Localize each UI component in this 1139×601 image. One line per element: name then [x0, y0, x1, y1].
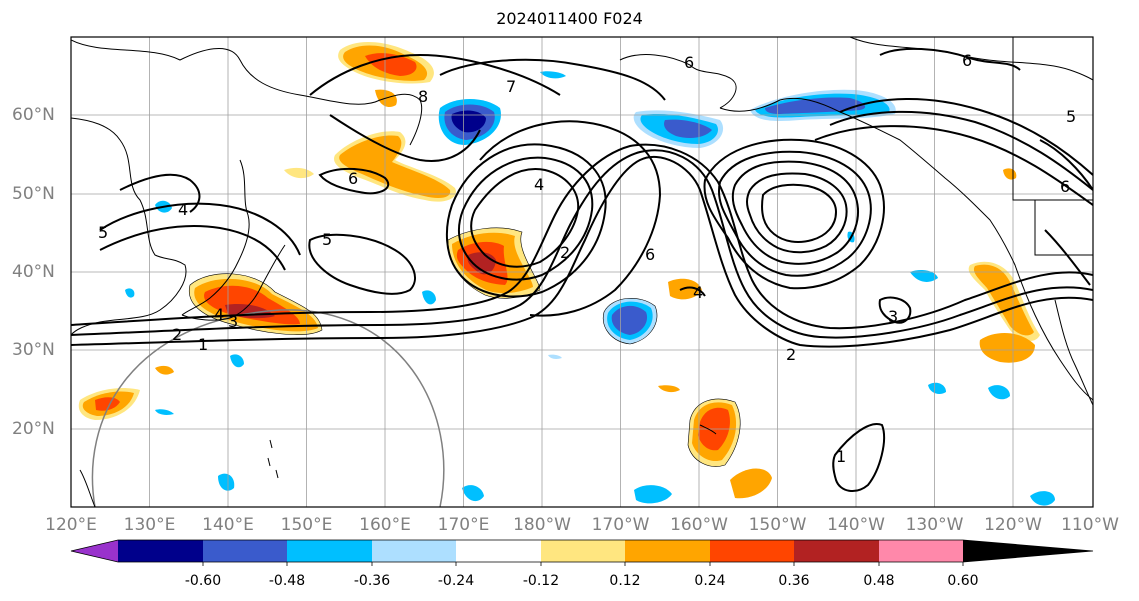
colorbar-extend-low	[71, 540, 118, 562]
shade-blob	[979, 333, 1035, 363]
colorbar-segment	[625, 540, 710, 562]
colorbar-segment	[541, 540, 625, 562]
colorbar-segment	[879, 540, 963, 562]
colorbar-tick-label: -0.48	[268, 573, 306, 589]
contour-lines	[71, 47, 1093, 492]
colorbar-segment	[118, 540, 203, 562]
graticule	[71, 37, 1093, 507]
colorbar-tick-label: 0.48	[863, 573, 895, 589]
colorbar-tick-label: -0.36	[353, 573, 391, 589]
colorbar-tick-label: 0.36	[778, 573, 810, 589]
contour-label: 2	[172, 325, 182, 344]
shade-blob	[658, 385, 680, 393]
contour-label: 6	[348, 169, 358, 188]
coastlines	[71, 37, 1093, 507]
contour-label: 1	[836, 447, 846, 466]
shade-blob	[988, 385, 1010, 400]
shading-layer	[78, 41, 1055, 506]
lon-label: 150°E	[280, 515, 333, 535]
shade-blob	[765, 97, 866, 114]
shade-blob	[540, 71, 566, 79]
contour-label: 7	[506, 77, 516, 96]
lat-label: 20°N	[12, 419, 55, 439]
shade-blob	[634, 485, 672, 504]
contour-label: 2	[786, 345, 796, 364]
map-frame	[70, 36, 1094, 508]
lon-label: 140°W	[827, 515, 885, 535]
shade-blob	[1003, 168, 1017, 180]
colorbar-tick-label: 0.60	[947, 573, 979, 589]
lat-label: 50°N	[12, 184, 55, 204]
contour-label: 3	[888, 307, 898, 326]
shade-blob	[910, 270, 938, 282]
lon-label: 170°W	[591, 515, 650, 535]
colorbar	[70, 539, 1094, 566]
shade-blob	[284, 167, 314, 179]
colorbar-tick-label: 0.12	[609, 573, 641, 589]
lon-label: 110°W	[1061, 515, 1119, 535]
shade-blob	[155, 365, 174, 375]
lon-label: 120°W	[984, 515, 1042, 535]
shade-blob	[218, 473, 235, 491]
shade-blob	[451, 110, 486, 133]
contour-label: 6	[684, 53, 694, 72]
contour-label: 4	[214, 305, 224, 324]
lat-label: 30°N	[12, 340, 55, 360]
contour-label-group: 1 2 2 3 3 4 4 5 5 6 6 6 6 7 8 4 2 1 5 6 …	[98, 51, 1076, 466]
contour-label: 6	[962, 51, 972, 70]
shade-blob	[730, 468, 772, 499]
contour-label: 1	[198, 335, 208, 354]
shade-blob	[548, 354, 562, 359]
colorbar-segment	[287, 540, 372, 562]
colorbar-tick-label: -0.60	[184, 573, 222, 589]
colorbar-segment	[794, 540, 879, 562]
shade-blob	[155, 409, 174, 415]
shade-blob	[1030, 491, 1055, 506]
lon-label: 140°E	[202, 515, 254, 535]
shade-blob	[928, 382, 946, 394]
colorbar-segment	[203, 540, 287, 562]
shading-outlines	[188, 227, 741, 467]
contour-label: 5	[1066, 107, 1076, 126]
contour-label: 4	[693, 283, 703, 302]
contour-label: 2	[560, 243, 570, 262]
shade-blob	[95, 397, 120, 411]
lon-label: 130°W	[905, 515, 964, 535]
colorbar-segment	[456, 540, 541, 562]
shade-blob	[365, 53, 417, 76]
lon-label: 160°E	[359, 515, 411, 535]
map-title: 2024011400 F024	[496, 9, 643, 28]
lon-label: 180°W	[513, 515, 571, 535]
contour-label: 8	[418, 87, 428, 106]
contour-label: 4	[178, 200, 188, 219]
colorbar-segment	[372, 540, 456, 562]
colorbar-tick-label: 0.24	[694, 573, 726, 589]
colorbar-segment	[710, 540, 794, 562]
contour-label: 6	[645, 245, 655, 264]
lat-label: 60°N	[12, 105, 55, 125]
range-ring	[91, 309, 445, 507]
lat-label: 40°N	[12, 262, 55, 282]
shade-blob	[230, 354, 244, 368]
lon-label: 150°W	[748, 515, 807, 535]
shade-blob	[125, 288, 135, 298]
colorbar-outline	[70, 539, 1094, 563]
colorbar-extend-high	[963, 540, 1093, 562]
shade-blob	[422, 290, 436, 305]
contour-label: 3	[228, 312, 238, 331]
shade-blob	[664, 119, 712, 138]
contour-label: 5	[322, 230, 332, 249]
contour-label: 6	[1060, 177, 1070, 196]
shade-blob	[462, 485, 484, 502]
contour-label: 4	[534, 175, 544, 194]
colorbar-tick-label: -0.24	[437, 573, 475, 589]
lon-label: 130°E	[123, 515, 176, 535]
colorbar-tick-label: -0.12	[522, 573, 560, 589]
lon-label: 160°W	[670, 515, 728, 535]
contour-label: 5	[98, 223, 108, 242]
shade-blob	[339, 135, 451, 198]
lon-label: 170°E	[437, 515, 490, 535]
lon-label: 120°E	[45, 515, 97, 535]
